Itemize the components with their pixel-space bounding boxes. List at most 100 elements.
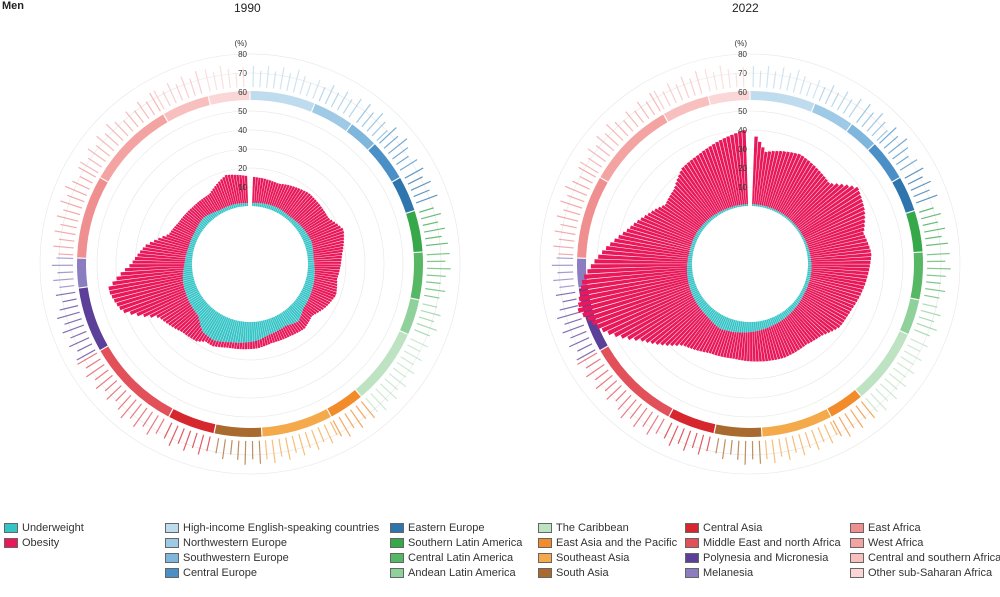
bar-underweight bbox=[195, 302, 208, 314]
bar-underweight bbox=[230, 320, 238, 343]
radial-tick-label: 10 bbox=[738, 183, 747, 192]
bar-obesity bbox=[305, 302, 320, 314]
panel-title-1990: 1990 bbox=[234, 1, 261, 15]
bar-obesity bbox=[798, 302, 834, 332]
legend-swatch bbox=[165, 538, 179, 548]
country-label-mark bbox=[556, 215, 579, 222]
region-ring-segment bbox=[577, 178, 608, 258]
bar-underweight bbox=[285, 215, 290, 220]
bar-underweight bbox=[798, 230, 801, 233]
bar-obesity bbox=[165, 304, 192, 324]
country-label-mark bbox=[629, 403, 642, 419]
bar-obesity bbox=[614, 238, 690, 255]
bar-underweight bbox=[278, 314, 287, 327]
bar-underweight bbox=[717, 212, 721, 215]
country-label-mark bbox=[63, 209, 81, 216]
bar-obesity bbox=[295, 201, 319, 223]
country-label-mark bbox=[235, 72, 238, 88]
country-label-mark bbox=[604, 380, 618, 392]
bar-underweight bbox=[747, 321, 750, 333]
bar-underweight bbox=[688, 252, 694, 255]
bar-obesity bbox=[182, 316, 200, 334]
bar-obesity bbox=[806, 219, 866, 244]
country-label-mark bbox=[922, 303, 938, 308]
bar-underweight bbox=[261, 203, 264, 208]
bar-underweight bbox=[701, 224, 706, 229]
country-label-mark bbox=[625, 111, 639, 128]
bar-obesity bbox=[683, 164, 718, 214]
bar-obesity bbox=[298, 318, 308, 327]
bar-obesity bbox=[244, 342, 248, 350]
legend-swatch bbox=[390, 523, 404, 533]
bar-obesity bbox=[313, 252, 343, 258]
bar-underweight bbox=[306, 273, 315, 277]
country-label-mark bbox=[691, 432, 698, 449]
bar-obesity bbox=[254, 177, 259, 203]
country-label-mark bbox=[182, 430, 192, 451]
bar-obesity bbox=[782, 165, 816, 215]
bar-underweight bbox=[719, 211, 722, 214]
bar-obesity bbox=[586, 284, 690, 322]
legend-label: Northwestern Europe bbox=[183, 537, 287, 549]
bar-underweight bbox=[292, 221, 298, 226]
bar-underweight bbox=[279, 210, 284, 215]
bar-obesity bbox=[302, 308, 313, 318]
bar-underweight bbox=[734, 320, 739, 333]
country-label-mark bbox=[577, 343, 593, 352]
country-label-mark bbox=[924, 294, 940, 299]
bar-underweight bbox=[307, 252, 314, 255]
bar-underweight bbox=[806, 249, 810, 252]
legend-label: Eastern Europe bbox=[408, 522, 485, 534]
bar-obesity bbox=[170, 308, 195, 328]
country-label-mark bbox=[844, 413, 855, 429]
gridline-30 bbox=[634, 148, 866, 380]
bar-underweight bbox=[751, 321, 755, 332]
bar-obesity bbox=[162, 302, 191, 322]
bar-underweight bbox=[791, 303, 796, 309]
bar-underweight bbox=[805, 280, 810, 284]
radial-tick-label: 40 bbox=[738, 126, 747, 135]
bar-underweight bbox=[225, 206, 229, 211]
bar-underweight bbox=[796, 296, 802, 301]
legend-swatch bbox=[390, 568, 404, 578]
bar-obesity bbox=[806, 223, 865, 246]
country-label-mark bbox=[887, 138, 908, 155]
bar-obesity bbox=[239, 175, 245, 204]
bar-obesity bbox=[204, 195, 217, 213]
bar-obesity bbox=[689, 319, 712, 350]
bar-underweight bbox=[792, 302, 798, 308]
bar-obesity bbox=[295, 321, 304, 331]
bar-obesity bbox=[774, 324, 790, 357]
legend-swatch bbox=[685, 538, 699, 548]
bar-obesity bbox=[789, 313, 814, 343]
bar-underweight bbox=[271, 317, 279, 332]
bar-obesity bbox=[174, 225, 194, 237]
bar-obesity bbox=[783, 167, 819, 216]
bar-underweight bbox=[227, 205, 231, 210]
bar-underweight bbox=[184, 264, 193, 266]
bar-underweight bbox=[184, 262, 193, 264]
bar-underweight bbox=[192, 235, 199, 240]
bar-obesity bbox=[175, 223, 195, 235]
bar-obesity bbox=[674, 313, 706, 347]
bar-obesity bbox=[208, 192, 221, 211]
country-label-mark bbox=[585, 358, 601, 369]
bar-underweight bbox=[201, 219, 208, 226]
bar-obesity bbox=[129, 264, 185, 268]
bar-obesity bbox=[729, 331, 737, 359]
bar-underweight bbox=[769, 207, 772, 211]
bar-underweight bbox=[305, 244, 313, 248]
bar-underweight bbox=[184, 259, 193, 262]
country-label-mark bbox=[125, 111, 139, 128]
country-label-mark bbox=[706, 436, 711, 452]
bar-obesity bbox=[777, 322, 795, 354]
bar-obesity bbox=[198, 200, 211, 215]
bar-obesity bbox=[723, 331, 733, 358]
country-label-mark bbox=[606, 385, 622, 400]
bar-obesity bbox=[285, 189, 304, 214]
bar-underweight bbox=[284, 309, 296, 324]
country-label-mark bbox=[410, 338, 428, 348]
bar-obesity bbox=[757, 151, 768, 205]
country-label-mark bbox=[403, 350, 422, 362]
bar-obesity bbox=[798, 186, 860, 231]
